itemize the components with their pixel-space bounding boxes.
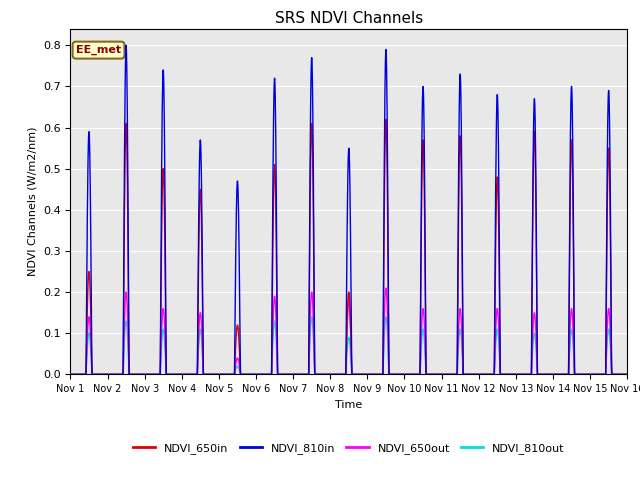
Title: SRS NDVI Channels: SRS NDVI Channels (275, 11, 423, 26)
X-axis label: Time: Time (335, 400, 362, 409)
Legend: NDVI_650in, NDVI_810in, NDVI_650out, NDVI_810out: NDVI_650in, NDVI_810in, NDVI_650out, NDV… (129, 439, 569, 458)
Text: EE_met: EE_met (76, 45, 121, 55)
Y-axis label: NDVI Channels (W/m2/nm): NDVI Channels (W/m2/nm) (28, 127, 37, 276)
